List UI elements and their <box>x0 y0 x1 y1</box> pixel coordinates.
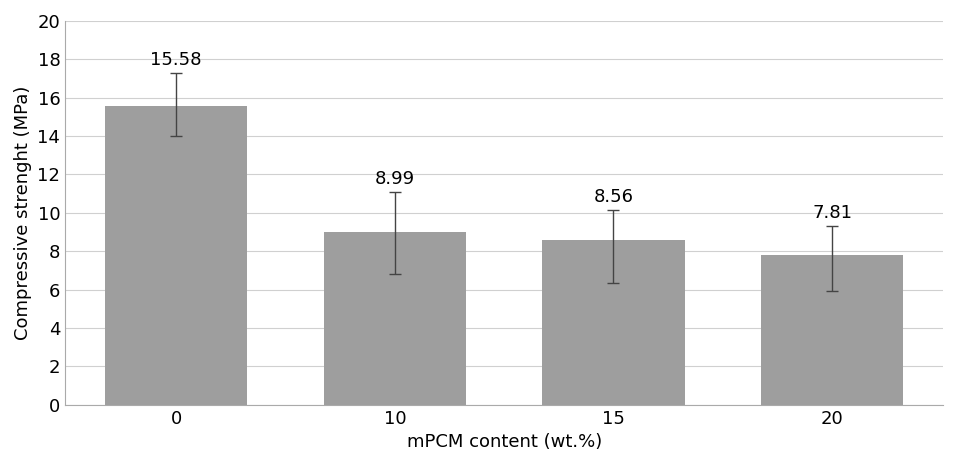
Y-axis label: Compressive strenght (MPa): Compressive strenght (MPa) <box>14 86 32 340</box>
Text: 8.56: 8.56 <box>593 188 634 206</box>
Text: 15.58: 15.58 <box>150 51 202 69</box>
Bar <box>543 240 684 405</box>
X-axis label: mPCM content (wt.%): mPCM content (wt.%) <box>407 433 602 451</box>
Bar <box>323 232 466 405</box>
Text: 8.99: 8.99 <box>375 170 415 188</box>
Bar <box>761 255 903 405</box>
Bar <box>105 106 247 405</box>
Text: 7.81: 7.81 <box>812 204 852 222</box>
